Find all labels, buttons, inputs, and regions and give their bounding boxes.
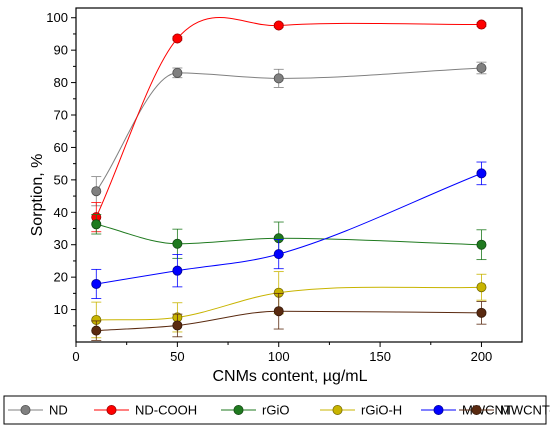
plot-area: 0 50 100 150 200 10 20 30 40 50 60 70 80 90 100 [46, 7, 523, 364]
legend-label-rgio: rGiO [262, 403, 289, 418]
data-point-mwcnt-h [476, 307, 487, 318]
y-tick-label: 90 [54, 43, 68, 58]
data-point-rgio [172, 238, 183, 249]
x-tick-label: 50 [170, 349, 184, 364]
data-point-mwcnt-h [273, 306, 284, 317]
y-tick-label: 60 [54, 140, 68, 155]
data-point-nd-cooh [273, 20, 284, 31]
data-point-mwcnt [476, 168, 487, 179]
data-point-mwcnt-h [172, 320, 183, 331]
data-point-mwcnt [273, 249, 284, 260]
y-tick-label: 20 [54, 270, 68, 285]
series-line-mwcnt-h [96, 310, 482, 332]
data-point-nd [172, 67, 183, 78]
series-line-nd-cooh [95, 17, 482, 218]
y-tick-label: 10 [54, 302, 68, 317]
data-point-rgio [476, 239, 487, 250]
x-tick-label: 0 [72, 349, 79, 364]
legend-marker-mwcnt [433, 404, 444, 415]
data-point-nd-cooh [172, 33, 183, 44]
legend-marker-mwcnt-h [471, 404, 482, 415]
y-tick-label: 100 [46, 10, 68, 25]
data-point-nd [476, 62, 487, 73]
data-point-nd [91, 186, 102, 197]
y-tick-label: 70 [54, 108, 68, 123]
legend-marker-rgio [233, 404, 244, 415]
x-tick-label: 150 [369, 349, 391, 364]
data-point-mwcnt-h [91, 325, 102, 336]
legend-label-mwcnt-h: MWCNT-H [500, 403, 550, 418]
legend-label-nd-cooh: ND-COOH [135, 403, 197, 418]
y-axis-title: Sorption, % [29, 154, 46, 237]
series-line-mwcnt [96, 172, 482, 285]
x-tick-label: 200 [471, 349, 493, 364]
legend-label-rgio-h: rGiO-H [361, 403, 402, 418]
y-tick-label: 40 [54, 205, 68, 220]
data-point-rgio-h [476, 282, 487, 293]
data-point-nd-cooh [476, 19, 487, 30]
x-axis-title: CNMs content, µg/mL [212, 368, 367, 385]
plot-frame [75, 7, 523, 343]
data-point-rgio [91, 219, 102, 230]
data-point-mwcnt [172, 265, 183, 276]
y-tick-label: 50 [54, 172, 68, 187]
series-line-rgio [96, 223, 482, 246]
legend-marker-rgio-h [332, 404, 343, 415]
legend-marker-nd-cooh [106, 404, 117, 415]
y-tick-label: 30 [54, 237, 68, 252]
y-tick-label: 80 [54, 75, 68, 90]
data-point-nd [273, 73, 284, 84]
data-point-mwcnt [91, 278, 102, 289]
series-line-rgio-h [96, 286, 482, 321]
legend-marker-nd [20, 404, 31, 415]
x-tick-label: 100 [268, 349, 290, 364]
legend-label-nd: ND [49, 403, 68, 418]
series-line-nd [95, 67, 482, 192]
